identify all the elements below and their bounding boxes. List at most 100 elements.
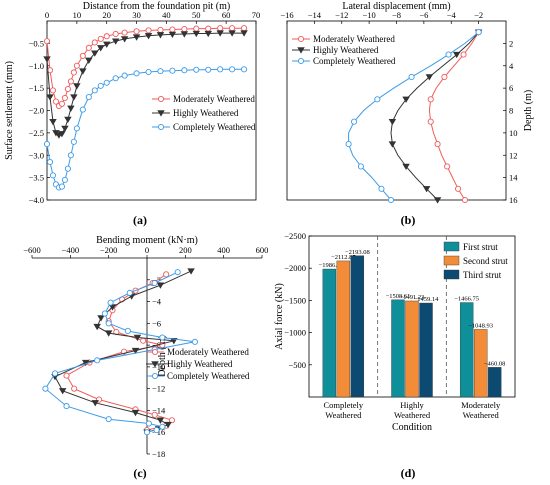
data-point bbox=[112, 30, 119, 38]
legend-swatch bbox=[443, 241, 460, 252]
y-tick-label: −2 bbox=[152, 275, 161, 285]
data-point bbox=[64, 165, 71, 172]
x-tick-label: 0 bbox=[145, 245, 149, 255]
y-tick-label: −1000 bbox=[284, 328, 306, 338]
data-point bbox=[193, 66, 200, 73]
x-tick-label: Weathered bbox=[463, 410, 500, 420]
y-tick-label: 6 bbox=[509, 83, 513, 93]
data-point bbox=[156, 417, 165, 424]
data-point bbox=[61, 176, 68, 183]
bar bbox=[459, 302, 474, 398]
data-point bbox=[91, 87, 98, 94]
y-tick-label: −1500 bbox=[284, 295, 306, 305]
x-tick-label: 70 bbox=[252, 10, 261, 20]
y-tick-label: 12 bbox=[509, 150, 518, 160]
data-point bbox=[461, 196, 468, 204]
data-point bbox=[425, 74, 434, 81]
chart-c: −600 −400 −200 0 200 400 600−2−4−6−8−10−12−14−… bbox=[23, 235, 268, 459]
x-tick-label: 400 bbox=[217, 245, 230, 255]
data-point bbox=[97, 315, 105, 322]
data-point bbox=[67, 105, 75, 112]
y-tick-label: −1.5 bbox=[29, 83, 44, 93]
x-tick-label: Highly bbox=[400, 400, 424, 410]
legend-marker bbox=[151, 372, 159, 380]
data-point bbox=[49, 172, 57, 179]
data-point bbox=[58, 100, 65, 107]
y-tick-label: 8 bbox=[509, 106, 513, 116]
bar bbox=[391, 299, 405, 398]
data-point bbox=[445, 51, 452, 58]
data-point bbox=[345, 141, 352, 148]
x-tick-label: −14 bbox=[308, 10, 322, 20]
data-point bbox=[101, 310, 108, 317]
data-point bbox=[145, 68, 152, 76]
y-tick-label: 4 bbox=[509, 61, 514, 71]
legend-marker bbox=[157, 110, 165, 117]
data-point bbox=[70, 94, 78, 101]
data-point bbox=[70, 138, 77, 145]
y-tick-label: −18 bbox=[152, 449, 165, 459]
data-point bbox=[46, 94, 54, 101]
panel-label-c: (c) bbox=[133, 466, 146, 480]
x-axis-title: Distance from the foundation pit (m) bbox=[83, 1, 230, 12]
data-point bbox=[144, 33, 153, 40]
x-tick-label: Moderately bbox=[461, 400, 501, 410]
data-point bbox=[73, 83, 81, 90]
data-point bbox=[217, 25, 224, 32]
x-tick-label: 10 bbox=[73, 10, 82, 20]
data-point bbox=[79, 68, 87, 75]
x-tick-label: 20 bbox=[102, 10, 111, 20]
x-tick-label: −10 bbox=[362, 10, 375, 20]
data-point bbox=[181, 67, 188, 74]
data-point bbox=[205, 66, 212, 73]
data-point bbox=[52, 98, 60, 105]
legend-label: Completely Weathered bbox=[313, 56, 396, 66]
legend-label: Moderately Weathered bbox=[173, 94, 255, 104]
legend-label: First strut bbox=[463, 242, 498, 252]
bar-value-label: −1986.9 bbox=[319, 262, 341, 269]
x-tick-label: −6 bbox=[419, 10, 428, 20]
data-point bbox=[378, 185, 385, 192]
x-tick-label: −4 bbox=[447, 10, 457, 20]
legend-marker bbox=[151, 361, 159, 368]
legend-label: Completely Weathered bbox=[167, 371, 250, 381]
data-point bbox=[97, 82, 104, 89]
y-tick-label: −2500 bbox=[284, 231, 306, 241]
series-line bbox=[428, 31, 480, 201]
data-point bbox=[156, 32, 165, 39]
legend-label: Completely Weathered bbox=[173, 122, 256, 132]
data-point bbox=[157, 26, 164, 34]
x-tick-label: 30 bbox=[132, 10, 141, 20]
panel-label-b: (b) bbox=[401, 213, 416, 227]
data-point bbox=[168, 31, 177, 39]
data-point bbox=[388, 141, 397, 148]
data-point bbox=[169, 26, 176, 33]
bar-value-label: −1466.75 bbox=[454, 296, 479, 303]
x-tick-label: 0 bbox=[45, 10, 49, 20]
y-tick-label: −2.5 bbox=[29, 128, 44, 138]
data-point bbox=[441, 73, 448, 80]
data-point bbox=[94, 357, 101, 364]
data-point bbox=[192, 30, 201, 38]
x-tick-label: Weathered bbox=[394, 410, 431, 420]
x-tick-label: −600 bbox=[23, 245, 41, 255]
data-point bbox=[427, 96, 434, 103]
data-point bbox=[357, 163, 364, 170]
y-tick-label: −4.0 bbox=[29, 195, 44, 205]
data-point bbox=[164, 421, 172, 429]
data-point bbox=[217, 66, 224, 73]
data-point bbox=[81, 359, 90, 367]
legend-label: Moderately Weathered bbox=[313, 34, 395, 44]
data-point bbox=[151, 411, 158, 418]
data-point bbox=[126, 289, 133, 296]
y-tick-label: −1.0 bbox=[29, 61, 44, 71]
data-point bbox=[105, 416, 112, 423]
data-point bbox=[131, 409, 140, 417]
data-point bbox=[93, 323, 101, 331]
data-point bbox=[143, 429, 151, 436]
data-point bbox=[163, 271, 170, 278]
data-point bbox=[49, 87, 57, 94]
data-point bbox=[73, 125, 80, 132]
bar-value-label: −2193.08 bbox=[345, 249, 370, 256]
